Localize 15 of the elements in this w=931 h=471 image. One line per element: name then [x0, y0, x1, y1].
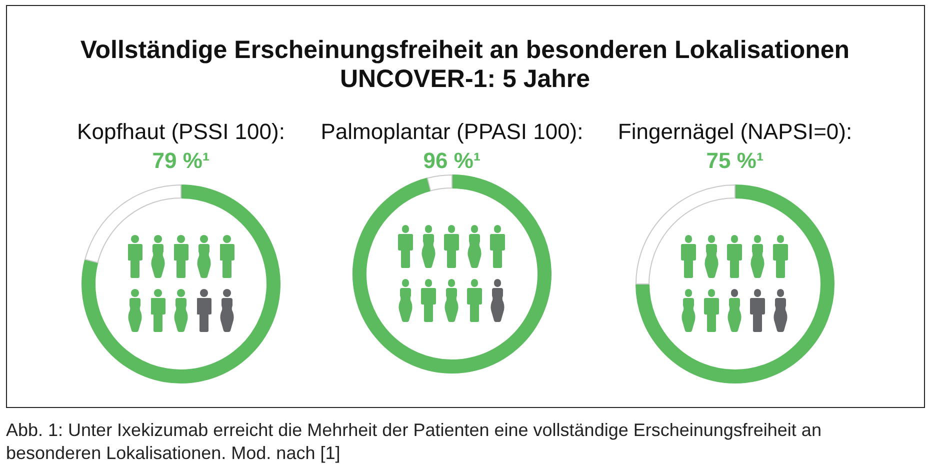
- donut-slice: [82, 184, 280, 384]
- donut-slice: [352, 174, 551, 374]
- donut-slice: [84, 184, 182, 264]
- data-label: 75 %¹: [706, 148, 764, 173]
- donut-slice: [635, 184, 735, 284]
- text: UNCOVER-1: 5 Jahre: [338, 65, 592, 94]
- data-label: 96 %¹: [422, 148, 480, 173]
- caption: Abb. 1: Unter Ixekizumab erreicht die Mehrheit der Patienten eine vollständige Erscheinungsfreiheit an besonderen Lokalisationen. Mod. nach [1]: [6, 419, 822, 465]
- chart-title: Fingernägel (NAPSI=0):: [617, 119, 852, 144]
- data-label: 79 %¹: [152, 148, 210, 173]
- donut-slice: [635, 184, 834, 384]
- text: Vollständige Erscheinungsfreiheit an besonderen Lokalisationen: [79, 36, 851, 65]
- chart-title: Palmoplantar (PPASI 100):: [320, 119, 583, 144]
- chart-title: Kopfhaut (PSSI 100):: [77, 119, 285, 144]
- donut-slice: [426, 174, 452, 192]
